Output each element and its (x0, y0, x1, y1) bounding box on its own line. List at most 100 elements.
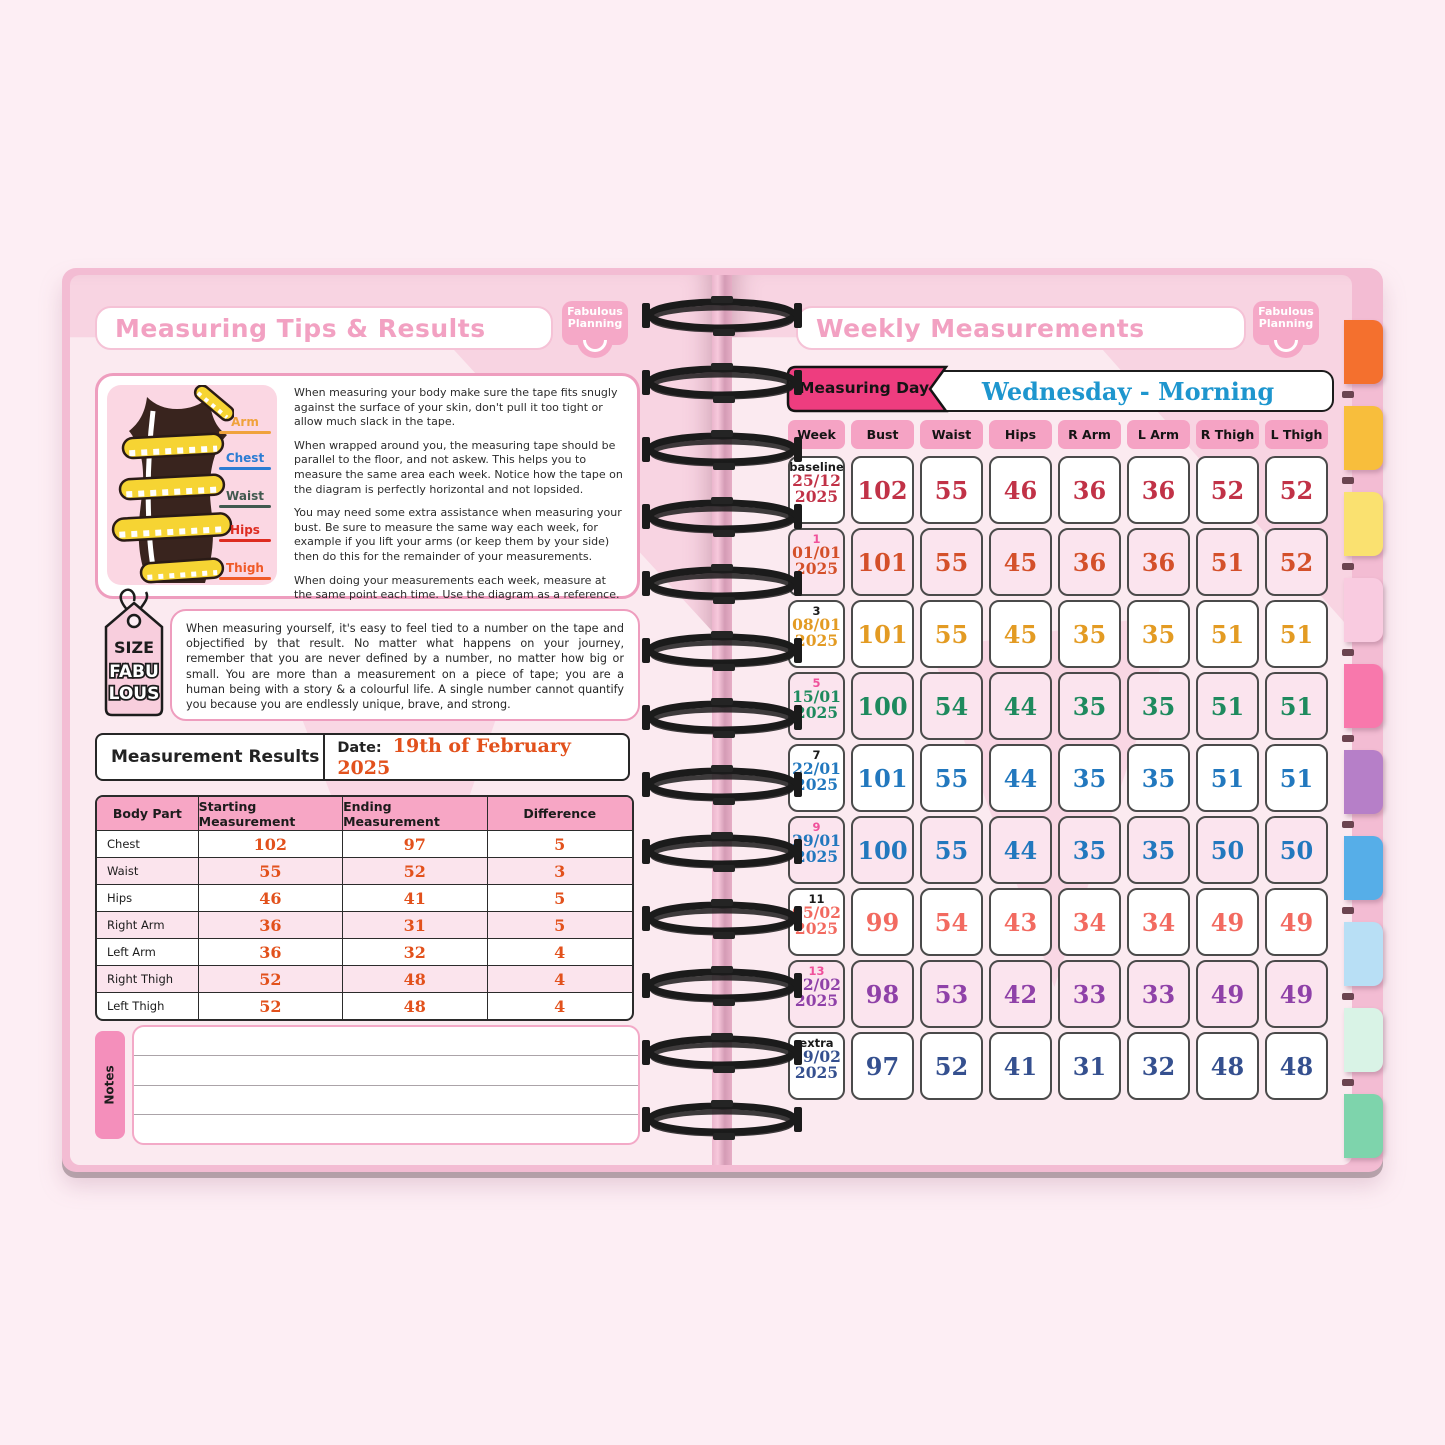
body-part-cell: Right Thigh (97, 966, 199, 992)
week-year: 2025 (794, 631, 839, 651)
diff-measurement-cell: 5 (488, 912, 632, 938)
size-fabulous-tag: SIZE FABU LOUS (86, 587, 182, 723)
notes-line (134, 1086, 638, 1115)
left-page-title: Measuring Tips & Results (115, 313, 486, 343)
week-date: 01/01 (792, 543, 841, 563)
diff-measurement-cell: 4 (488, 966, 632, 992)
measurement-cell: 99 (851, 888, 914, 956)
week-year: 2025 (794, 919, 839, 939)
diff-value: 5 (554, 915, 566, 935)
results-column-header: Difference (523, 806, 597, 821)
body-part-cell: Left Arm (97, 939, 199, 965)
measurement-cell: 55 (920, 744, 983, 812)
measurement-cell: 35 (1127, 600, 1190, 668)
end-value: 52 (403, 861, 426, 881)
results-column-header: Body Part (97, 797, 199, 830)
body-part-label: Hips (107, 891, 133, 905)
measurement-cell: 36 (1058, 528, 1121, 596)
measurement-cell: 100 (851, 816, 914, 884)
measurement-cell: 34 (1127, 888, 1190, 956)
diagram-label-hips: Hips (219, 523, 271, 542)
diagram-label-text: Arm (231, 415, 259, 429)
notes-writing-area (132, 1025, 640, 1145)
size-tag-line1: SIZE (114, 638, 154, 657)
measurement-results-bar: Measurement Results Date: 19th of Februa… (95, 733, 630, 781)
measurement-cell: 51 (1196, 744, 1259, 812)
column-header-row: Week Bust Waist Hips R Arm L Arm R Thigh L Thig… (788, 420, 1328, 449)
end-value: 31 (403, 915, 426, 935)
body-figure-illustration (111, 385, 234, 584)
diagram-label-text: Thigh (226, 561, 264, 575)
measurement-cell: 100 (851, 672, 914, 740)
week-number: 7 (812, 748, 821, 762)
fabulous-planning-logo-right: Fabulous Planning (1253, 301, 1319, 358)
body-part-label: Waist (107, 864, 139, 878)
diagram-label-underline (219, 467, 271, 470)
week-date: 15/01 (792, 687, 841, 707)
measurement-cell: 52 (1265, 456, 1328, 524)
week-number: 5 (812, 676, 821, 690)
divider-tab-6 (1342, 735, 1383, 814)
tips-paragraph: When measuring your body make sure the t… (294, 386, 618, 429)
week-year: 2025 (794, 775, 839, 795)
body-part-label: Right Arm (107, 918, 165, 932)
measurement-cell: 51 (1196, 528, 1259, 596)
measurement-cell: 51 (1196, 600, 1259, 668)
measurement-cell: 46 (989, 456, 1052, 524)
motivational-quote-card: When measuring yourself, it's easy to fe… (170, 609, 640, 721)
divider-tab-stack (1342, 320, 1383, 1158)
left-page: Measuring Tips & Results Fabulous Planni… (70, 275, 712, 1165)
week-date: 19/02 (792, 1047, 841, 1067)
measurement-cell: 55 (920, 816, 983, 884)
week-date: 29/01 (792, 831, 841, 851)
measurement-cell: 97 (851, 1032, 914, 1100)
divider-tab-7 (1342, 821, 1383, 900)
notes-line (134, 1056, 638, 1086)
measurement-cell: 101 (851, 600, 914, 668)
divider-tab-3 (1342, 477, 1383, 556)
end-value: 32 (403, 942, 426, 962)
start-value: 36 (259, 942, 282, 962)
measurement-cell: 31 (1058, 1032, 1121, 1100)
results-table-row: Left Thigh 52 48 4 (97, 992, 632, 1019)
logo-line1: Fabulous (1258, 305, 1314, 318)
results-table-row: Right Arm 36 31 5 (97, 911, 632, 938)
start-value: 46 (259, 888, 282, 908)
measurement-cell: 50 (1196, 816, 1259, 884)
start-measurement-cell: 36 (199, 912, 344, 938)
measurement-cell: 35 (1127, 816, 1190, 884)
week-number: 3 (812, 604, 821, 618)
week-date: 05/02 (792, 903, 841, 923)
measurement-cell: 49 (1265, 888, 1328, 956)
week-cell-1: 1 01/01 2025 (788, 528, 845, 596)
week-year: 2025 (794, 991, 839, 1011)
fabulous-planning-logo: Fabulous Planning (562, 301, 628, 358)
measurement-cell: 101 (851, 744, 914, 812)
diff-measurement-cell: 4 (488, 939, 632, 965)
spiral-loop (640, 631, 804, 675)
measurement-cell: 51 (1265, 600, 1328, 668)
size-tag-line3: LOUS (109, 684, 160, 704)
week-date: 22/01 (792, 759, 841, 779)
results-table-row: Left Arm 36 32 4 (97, 938, 632, 965)
measurement-cell: 33 (1058, 960, 1121, 1028)
results-date: Date: 19th of February 2025 (325, 735, 628, 779)
diff-value: 5 (554, 834, 566, 854)
week-year: 2025 (794, 703, 839, 723)
measurement-cell: 51 (1265, 672, 1328, 740)
start-value: 102 (253, 834, 288, 854)
column-chip-l-thigh: L Thigh (1265, 420, 1328, 449)
right-page-title: Weekly Measurements (816, 313, 1145, 343)
measurement-cell: 36 (1058, 456, 1121, 524)
spiral-loop (640, 698, 804, 742)
start-value: 36 (259, 915, 282, 935)
column-chip-r-arm: R Arm (1058, 420, 1121, 449)
diagram-label-waist: Waist (219, 489, 271, 508)
measurement-cell: 54 (920, 888, 983, 956)
start-measurement-cell: 102 (199, 831, 344, 857)
diagram-label-underline (219, 431, 271, 434)
weekly-measurements-grid: baseline 25/12 2025 102 55 46 36 36 52 52 1 01/01 20… (788, 456, 1328, 1100)
measurement-cell: 45 (989, 600, 1052, 668)
week-number: 13 (808, 964, 825, 978)
spiral-loop (640, 1033, 804, 1077)
